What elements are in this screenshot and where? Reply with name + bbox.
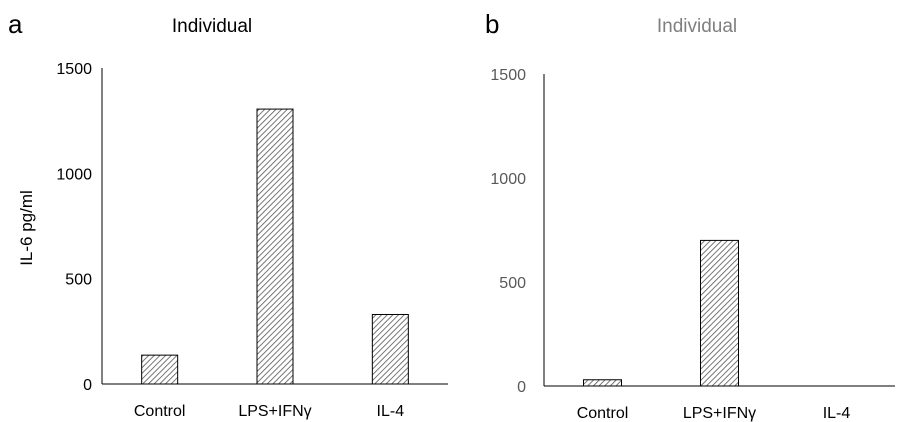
panel-a-bar [141,354,179,385]
panel-b-y-tick-label: 500 [499,275,526,292]
panel-a-y-tick-label: 1500 [56,61,92,78]
panel-b-y-tick-label: 1000 [490,171,526,188]
panel-a-bar [371,313,409,385]
panel-a-letter: a [8,9,23,39]
panel-b-x-tick-label: Control [577,405,629,422]
panel-b-y-tick-label: 1500 [490,67,526,84]
panel-b-x-tick-label: IL-4 [823,405,851,422]
panel-a-y-tick-label: 500 [65,272,92,289]
panel-a-x-tick-label: IL-4 [377,403,405,420]
panel-a-y-tick-label: 0 [83,377,92,394]
panel-a-x-tick-label: LPS+IFNγ [238,403,311,420]
panel-b-title: Individual [657,16,737,37]
panel-a-y-tick-label: 1000 [56,166,92,183]
panel-b-x-tick-label: LPS+IFNγ [683,405,756,422]
panel-b: b Individual 0 500 1000 1500 Control LPS+IFN… [485,9,895,422]
panel-b-bar [700,239,739,387]
panel-b-y-tick-label: 0 [517,379,526,396]
panel-b-bar [583,379,622,387]
panel-a-bar [256,108,294,385]
panel-a-x-tick-label: Control [134,403,186,420]
panel-a: a Individual IL-6 pg/ml 0 500 1000 1500 Con… [8,9,448,420]
panel-a-y-axis-label: IL-6 pg/ml [17,190,36,266]
panel-b-letter: b [485,9,499,39]
panel-a-title: Individual [172,16,252,37]
